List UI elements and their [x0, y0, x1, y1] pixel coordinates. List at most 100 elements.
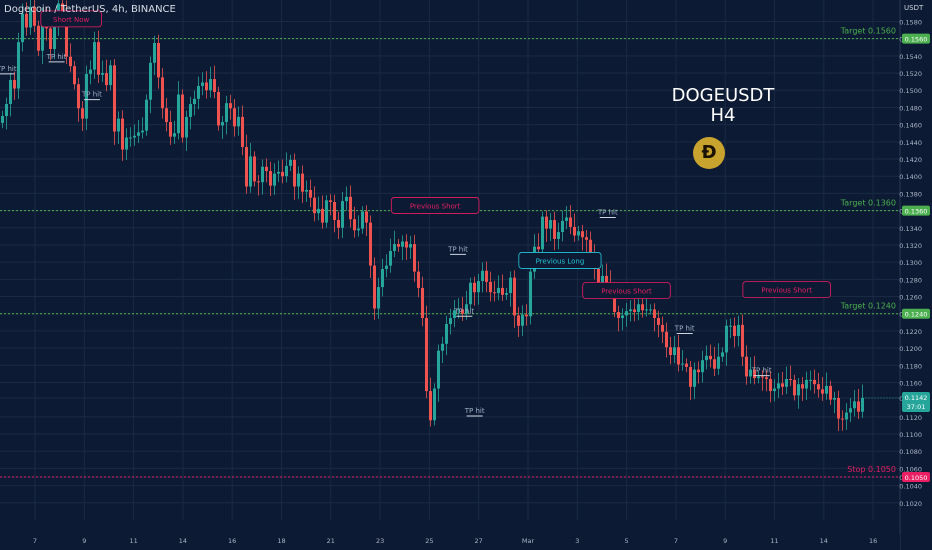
candle: [305, 180, 308, 202]
y-tick-label: 0.1400: [899, 173, 922, 181]
candle-body: [205, 82, 208, 91]
candle: [329, 194, 332, 216]
candle-countdown: 37:01: [907, 403, 926, 411]
y-tick-label: 0.1440: [899, 139, 922, 147]
candle-body: [445, 324, 448, 344]
candle-body: [85, 73, 88, 119]
y-tick-label: 0.1080: [899, 448, 922, 456]
candle: [353, 206, 356, 238]
candle: [461, 297, 464, 321]
y-tick-label: 0.1220: [899, 328, 922, 336]
candle: [853, 390, 856, 417]
candle-body: [69, 56, 72, 67]
candle-body: [77, 84, 80, 109]
candle-body: [813, 379, 816, 385]
candle: [325, 195, 328, 228]
y-tick-label: 0.1200: [899, 345, 922, 353]
candle: [177, 81, 180, 140]
candle-body: [149, 62, 152, 100]
candle: [145, 94, 148, 136]
candle-body: [565, 217, 568, 221]
level-price-tag-text: 0.1050: [905, 474, 928, 482]
y-tick-label: 0.1300: [899, 259, 922, 267]
candle: [509, 271, 512, 307]
y-tick-label: 0.1280: [899, 276, 922, 284]
candle-body: [329, 200, 332, 202]
candle: [829, 380, 832, 405]
candle: [69, 43, 72, 73]
candle: [753, 356, 756, 385]
candle: [125, 128, 128, 160]
y-tick-label: 0.1540: [899, 53, 922, 61]
candle: [721, 347, 724, 362]
tp-hit-label: TP hit: [597, 208, 618, 216]
y-axis-panel: [900, 0, 932, 550]
y-tick-label: 0.1040: [899, 483, 922, 491]
candle-body: [349, 196, 352, 220]
candle-body: [661, 324, 664, 332]
candle-body: [409, 244, 412, 248]
candle: [361, 206, 364, 234]
candle-body: [137, 132, 140, 136]
x-tick-label: 18: [277, 537, 285, 545]
candle-body: [457, 309, 460, 311]
candle-body: [353, 219, 356, 231]
candle: [113, 59, 116, 145]
candle-body: [761, 376, 764, 378]
candle-body: [173, 133, 176, 137]
tp-hit-label: TP hit: [751, 367, 772, 375]
candle-body: [809, 379, 812, 381]
candle: [161, 68, 164, 119]
candle-body: [441, 343, 444, 351]
candle: [289, 154, 292, 172]
candle: [489, 271, 492, 302]
candle-body: [469, 282, 472, 305]
candle-body: [289, 159, 292, 166]
candle: [33, 0, 36, 32]
candle-body: [417, 271, 420, 288]
tp-hit-label: TP hit: [0, 65, 17, 73]
long-signal-label: Previous Long: [536, 257, 585, 265]
candle: [313, 186, 316, 222]
candle-body: [297, 173, 300, 187]
candle: [229, 94, 232, 120]
candle: [857, 389, 860, 419]
candle-body: [781, 383, 784, 387]
signal-label-box: [40, 10, 102, 28]
candle-body: [769, 379, 772, 392]
candle-body: [257, 181, 260, 183]
candle: [29, 0, 32, 35]
candle-body: [281, 171, 284, 177]
candle-body: [717, 356, 720, 369]
candle-body: [33, 6, 36, 26]
candle: [237, 106, 240, 136]
candle-body: [625, 311, 628, 316]
candle: [209, 66, 212, 98]
candle-body: [453, 310, 456, 319]
candle: [585, 230, 588, 253]
candles[interactable]: [1, 0, 864, 431]
candle-body: [89, 69, 92, 74]
candle-body: [801, 384, 804, 389]
candle-body: [245, 146, 248, 187]
candle-body: [517, 315, 520, 326]
candle-body: [337, 220, 340, 228]
candle: [89, 60, 92, 85]
candle: [225, 95, 228, 135]
candle: [777, 373, 780, 398]
candle-body: [49, 28, 52, 49]
candle: [469, 277, 472, 310]
candle-body: [825, 385, 828, 394]
candle-body: [829, 385, 832, 400]
candle: [685, 358, 688, 373]
candle-body: [465, 304, 468, 314]
candle: [737, 315, 740, 347]
candle: [261, 159, 264, 195]
candle-body: [153, 42, 156, 63]
candle-body: [557, 232, 560, 239]
candle: [713, 346, 716, 376]
candle-body: [641, 304, 644, 311]
candle: [697, 361, 700, 384]
candle: [745, 345, 748, 385]
candle-body: [17, 42, 20, 89]
